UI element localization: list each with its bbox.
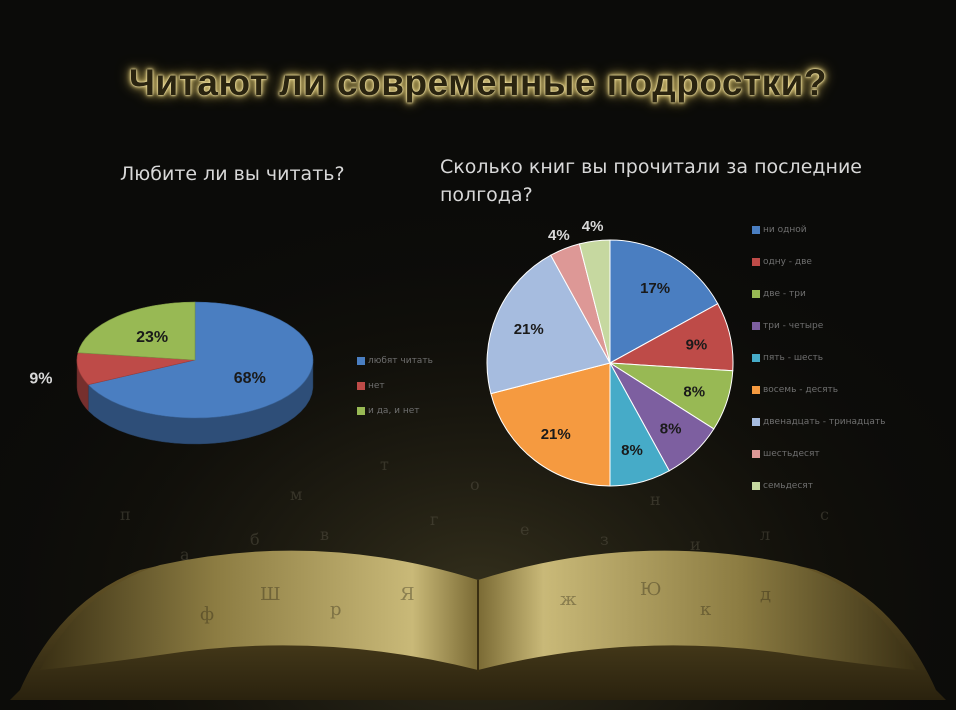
legend-item: любят читать xyxy=(357,348,433,373)
chart-title-reading: Любите ли вы читать? xyxy=(120,163,345,185)
svg-text:г: г xyxy=(430,510,438,529)
pie-data-label: 21% xyxy=(514,321,544,338)
pie-data-label: 17% xyxy=(640,280,670,297)
legend-swatch xyxy=(752,354,760,362)
legend-label: семьдесят xyxy=(763,481,813,491)
svg-text:и: и xyxy=(690,535,701,554)
legend-item: одну - две xyxy=(752,246,885,278)
pie-chart-books: 17% 9% 8% 8% 8% 21% 21% 4% 4% xyxy=(486,218,734,487)
svg-text:р: р xyxy=(330,599,342,620)
slide-title: Читают ли современные подростки? xyxy=(129,62,827,103)
legend-label: шестьдесят xyxy=(763,449,820,459)
pie-data-label: 21% xyxy=(541,426,571,443)
legend-item: шестьдесят xyxy=(752,438,885,470)
legend-item: две - три xyxy=(752,278,885,310)
legend-swatch xyxy=(752,386,760,394)
svg-text:к: к xyxy=(700,599,712,620)
legend-item: пять - шесть xyxy=(752,342,885,374)
svg-text:ф: ф xyxy=(200,604,214,625)
pie-slice xyxy=(490,362,611,487)
legend-label: две - три xyxy=(763,289,806,299)
pie-slice xyxy=(578,239,611,364)
legend-swatch xyxy=(357,406,365,415)
book-illustration: фШр ЯжЮ кд абв гез илм ноп сту xyxy=(10,455,946,700)
legend-label: нет xyxy=(368,380,385,391)
legend-item: восемь - десять xyxy=(752,374,885,406)
chart-title-books: Сколько книг вы прочитали за последние п… xyxy=(440,156,862,206)
legend-label: и да, и нет xyxy=(368,405,420,416)
legend-books: ни одной одну - две две - три три - четыре п… xyxy=(752,214,885,502)
legend-label: любят читать xyxy=(368,355,433,366)
pie-data-label: 4% xyxy=(582,218,604,235)
svg-text:е: е xyxy=(520,520,529,539)
pie-data-label: 9% xyxy=(29,370,52,387)
legend-item: семьдесят xyxy=(752,470,885,502)
svg-text:о: о xyxy=(470,475,480,494)
svg-text:м: м xyxy=(290,485,302,504)
legend-swatch xyxy=(752,482,760,490)
legend-swatch xyxy=(752,450,760,458)
pie-data-label: 9% xyxy=(686,337,708,354)
legend-item: ни одной xyxy=(752,214,885,246)
legend-swatch xyxy=(752,322,760,330)
svg-text:л: л xyxy=(760,525,770,544)
legend-swatch xyxy=(357,381,365,390)
legend-swatch xyxy=(357,356,365,365)
legend-reading: любят читать нет и да, и нет xyxy=(357,348,433,423)
pie-data-label: 4% xyxy=(548,227,570,244)
legend-swatch xyxy=(752,226,760,234)
legend-item: нет xyxy=(357,373,433,398)
svg-text:т: т xyxy=(380,455,389,474)
pie-slice xyxy=(609,239,719,364)
pie-data-label: 8% xyxy=(621,442,643,459)
svg-text:в: в xyxy=(320,525,329,544)
svg-text:ж: ж xyxy=(560,589,577,610)
pie-data-label: 68% xyxy=(234,370,266,387)
legend-label: двенадцать - тринадцать xyxy=(763,417,886,427)
pie-chart-reading: 68% 9% 23% xyxy=(29,301,314,445)
legend-item: и да, и нет xyxy=(357,398,433,423)
legend-swatch xyxy=(752,290,760,298)
svg-text:б: б xyxy=(250,530,260,549)
pie-slice xyxy=(87,301,314,419)
legend-label: одну - две xyxy=(763,257,812,267)
legend-swatch xyxy=(752,418,760,426)
svg-text:с: с xyxy=(820,505,829,524)
svg-text:з: з xyxy=(600,530,609,549)
svg-text:Ш: Ш xyxy=(260,584,281,605)
legend-label: три - четыре xyxy=(763,321,824,331)
legend-label: ни одной xyxy=(763,225,807,235)
svg-text:Ю: Ю xyxy=(640,579,661,600)
pie-data-label: 8% xyxy=(660,421,682,438)
legend-label: восемь - десять xyxy=(763,385,839,395)
svg-text:д: д xyxy=(760,584,771,605)
pie-slice xyxy=(77,301,196,361)
pie-data-label: 8% xyxy=(683,383,705,400)
svg-text:н: н xyxy=(650,490,661,509)
legend-item: три - четыре xyxy=(752,310,885,342)
pie-slice xyxy=(486,254,611,395)
legend-label: пять - шесть xyxy=(763,353,824,363)
svg-text:Я: Я xyxy=(400,584,415,605)
svg-text:п: п xyxy=(120,505,131,524)
legend-swatch xyxy=(752,258,760,266)
svg-text:а: а xyxy=(180,545,190,564)
legend-item: двенадцать - тринадцать xyxy=(752,406,885,438)
pie-data-label: 23% xyxy=(136,329,168,346)
